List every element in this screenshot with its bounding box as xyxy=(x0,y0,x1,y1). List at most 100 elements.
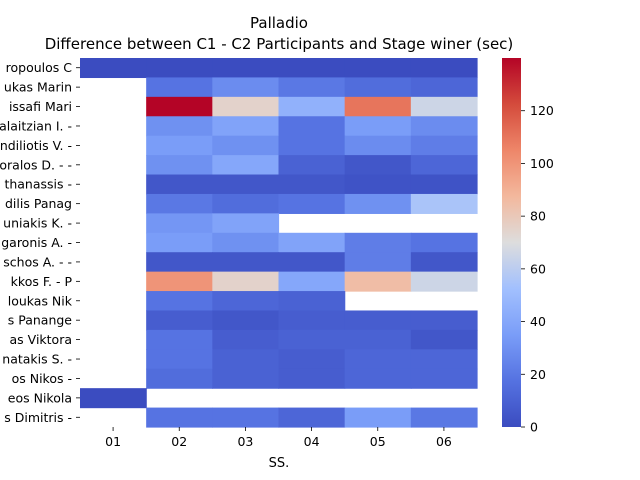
y-tick-label: s Dimitris - xyxy=(4,410,72,425)
colorbar-tick-label: 80 xyxy=(530,209,546,224)
heatmap-cell xyxy=(278,77,346,98)
heatmap-cell xyxy=(278,407,346,428)
x-tick-label: 02 xyxy=(171,434,187,449)
heatmap-cell xyxy=(344,193,412,214)
heatmap-cell xyxy=(278,310,346,331)
heatmap-cell xyxy=(344,368,412,389)
heatmap-cell xyxy=(410,407,478,428)
heatmap-cell xyxy=(146,310,213,331)
heatmap-cell xyxy=(80,388,147,409)
heatmap-cell xyxy=(278,193,346,214)
heatmap-cell xyxy=(410,349,478,370)
heatmap-cell xyxy=(146,213,213,234)
y-tick-label: issafi Mari xyxy=(9,99,72,114)
y-tick-label: dilis Panag xyxy=(5,196,72,211)
heatmap-cell xyxy=(344,116,412,137)
heatmap-cell xyxy=(410,77,478,98)
heatmap-cell xyxy=(344,174,412,195)
heatmap-cell xyxy=(278,291,346,312)
heatmap-cell xyxy=(146,58,213,79)
x-tick-labels: 01 02 03 04 05 06 xyxy=(105,427,452,449)
heatmap-cell xyxy=(278,58,346,79)
heatmap-cell xyxy=(278,135,346,156)
y-tick-label: garonis A. - xyxy=(1,235,72,250)
heatmap-cell xyxy=(344,310,412,331)
y-tick-label: os Nikos - xyxy=(12,371,72,386)
y-tick-label: thanassis - xyxy=(4,177,72,192)
heatmap-cell xyxy=(344,135,412,156)
heatmap-cell xyxy=(146,116,213,137)
heatmap-cell xyxy=(278,368,346,389)
heatmap-cell xyxy=(146,193,213,214)
y-tick-label: s Panange xyxy=(8,313,73,328)
heatmap-cell xyxy=(410,174,478,195)
x-tick-label: 06 xyxy=(436,434,452,449)
colorbar-tick-label: 120 xyxy=(530,103,554,118)
heatmap-cell xyxy=(146,174,213,195)
colorbar-tick-label: 0 xyxy=(530,420,538,435)
x-tick-label: 01 xyxy=(105,434,121,449)
heatmap-cell xyxy=(212,77,280,98)
heatmap-cell xyxy=(410,58,478,79)
colorbar-tick-label: 40 xyxy=(530,314,546,329)
heatmap-cell xyxy=(410,232,478,253)
heatmap-cell xyxy=(146,368,213,389)
heatmap-cell xyxy=(344,58,412,79)
heatmap-cell xyxy=(410,271,478,292)
x-tick-label: 05 xyxy=(370,434,386,449)
heatmap-cell xyxy=(212,329,280,350)
heatmap-cell xyxy=(212,116,280,137)
heatmap-cell xyxy=(80,58,147,79)
heatmap-cell xyxy=(146,291,213,312)
heatmap-cell xyxy=(344,329,412,350)
colorbar-tick-label: 60 xyxy=(530,261,546,276)
heatmap-cell xyxy=(278,349,346,370)
heatmap-cell xyxy=(344,155,412,176)
y-tick-label: oralos D. - - xyxy=(0,157,72,172)
heatmap-cell xyxy=(146,155,213,176)
heatmap-cell xyxy=(146,77,213,98)
heatmap-cell xyxy=(344,77,412,98)
heatmap-cell xyxy=(278,96,346,117)
heatmap-cell xyxy=(146,96,213,117)
heatmap-cell xyxy=(212,349,280,370)
heatmap-cell xyxy=(344,232,412,253)
heatmap-cell xyxy=(410,96,478,117)
heatmap-cell xyxy=(212,291,280,312)
heatmap-cell xyxy=(212,271,280,292)
heatmap-cell xyxy=(278,174,346,195)
heatmap-cell xyxy=(212,310,280,331)
heatmap-cells xyxy=(80,58,478,428)
x-tick-label: 04 xyxy=(304,434,320,449)
heatmap-cell xyxy=(344,252,412,273)
heatmap-cell xyxy=(212,252,280,273)
heatmap-cell xyxy=(212,155,280,176)
y-tick-label: ndiliotis V. - xyxy=(0,138,72,153)
y-tick-label: eos Nikola xyxy=(8,390,72,405)
y-tick-label: as Viktora xyxy=(10,332,72,347)
colorbar-tick-label: 100 xyxy=(530,156,554,171)
y-tick-label: ukas Marin xyxy=(4,80,72,95)
heatmap-cell xyxy=(212,174,280,195)
colorbar-tick-label: 20 xyxy=(530,367,546,382)
heatmap-cell xyxy=(146,232,213,253)
y-tick-label: natakis S. - xyxy=(2,352,72,367)
heatmap-cell xyxy=(344,407,412,428)
heatmap-cell xyxy=(410,155,478,176)
heatmap-cell xyxy=(278,271,346,292)
y-tick-label: ropoulos C xyxy=(6,60,73,75)
colorbar xyxy=(502,58,521,427)
heatmap-cell xyxy=(278,155,346,176)
y-tick-label: schos A. - - xyxy=(3,254,72,269)
y-tick-label: kkos F. - P xyxy=(11,274,73,289)
heatmap-cell xyxy=(212,58,280,79)
heatmap-cell xyxy=(146,349,213,370)
heatmap-cell xyxy=(410,310,478,331)
heatmap-cell xyxy=(146,407,213,428)
heatmap-cell xyxy=(212,193,280,214)
heatmap-cell xyxy=(344,96,412,117)
heatmap-cell xyxy=(212,213,280,234)
heatmap-cell xyxy=(212,368,280,389)
heatmap-cell xyxy=(278,232,346,253)
